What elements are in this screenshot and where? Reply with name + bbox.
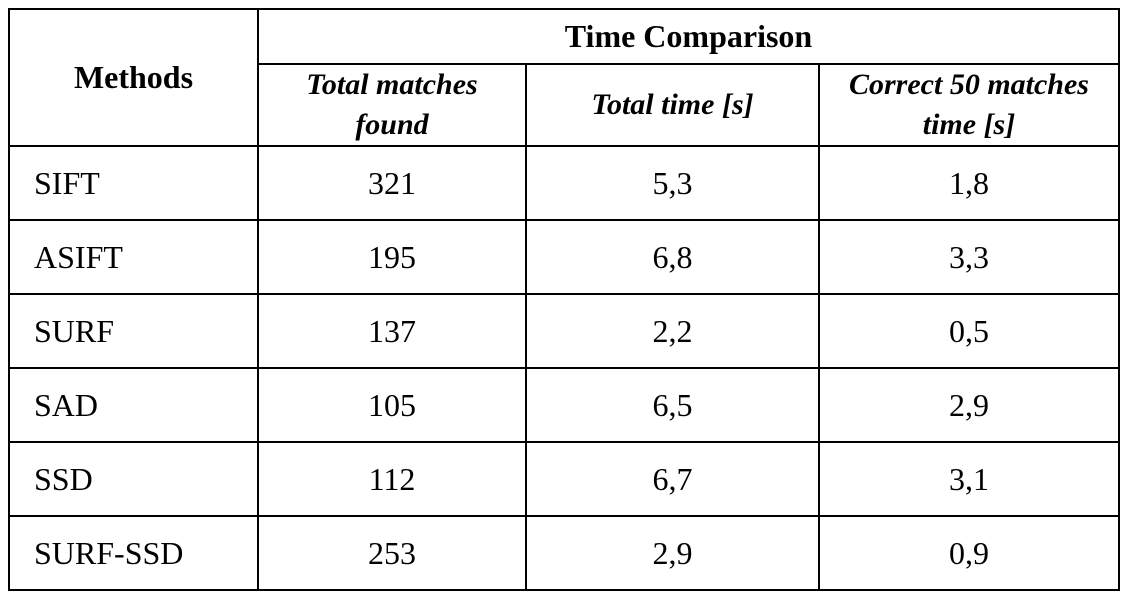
table-body: SIFT 321 5,3 1,8 ASIFT 195 6,8 3,3 SURF 137 2,2 0,5… bbox=[8, 145, 1120, 591]
cell-value: 2,2 bbox=[525, 293, 820, 369]
table-row: SAD 105 6,5 2,9 bbox=[8, 367, 1120, 443]
table-row: SIFT 321 5,3 1,8 bbox=[8, 145, 1120, 221]
table-row: ASIFT 195 6,8 3,3 bbox=[8, 219, 1120, 295]
cell-value: 112 bbox=[257, 441, 527, 517]
comparison-table: Methods Time Comparison Total matches fo… bbox=[8, 8, 1120, 591]
table-row: SURF 137 2,2 0,5 bbox=[8, 293, 1120, 369]
cell-value: 2,9 bbox=[818, 367, 1120, 443]
cell-value: 5,3 bbox=[525, 145, 820, 221]
method-name: SSD bbox=[8, 441, 259, 517]
method-name: SAD bbox=[8, 367, 259, 443]
method-name: SURF bbox=[8, 293, 259, 369]
cell-value: 6,7 bbox=[525, 441, 820, 517]
method-name: ASIFT bbox=[8, 219, 259, 295]
group-header: Time Comparison bbox=[257, 8, 1120, 65]
cell-value: 137 bbox=[257, 293, 527, 369]
cell-value: 321 bbox=[257, 145, 527, 221]
cell-value: 2,9 bbox=[525, 515, 820, 591]
column-header-text: Total matches found bbox=[306, 68, 478, 141]
cell-value: 195 bbox=[257, 219, 527, 295]
methods-header: Methods bbox=[8, 8, 259, 147]
cell-value: 3,3 bbox=[818, 219, 1120, 295]
cell-value: 6,8 bbox=[525, 219, 820, 295]
column-header: Correct 50 matches time [s] bbox=[818, 63, 1120, 147]
table-row: SURF-SSD 253 2,9 0,9 bbox=[8, 515, 1120, 591]
column-header: Total time [s] bbox=[525, 63, 820, 147]
cell-value: 6,5 bbox=[525, 367, 820, 443]
method-name: SURF-SSD bbox=[8, 515, 259, 591]
cell-value: 0,9 bbox=[818, 515, 1120, 591]
cell-value: 105 bbox=[257, 367, 527, 443]
column-header-text: Total time [s] bbox=[591, 88, 754, 121]
cell-value: 3,1 bbox=[818, 441, 1120, 517]
column-header: Total matches found bbox=[257, 63, 527, 147]
table-row: SSD 112 6,7 3,1 bbox=[8, 441, 1120, 517]
method-name: SIFT bbox=[8, 145, 259, 221]
cell-value: 253 bbox=[257, 515, 527, 591]
cell-value: 1,8 bbox=[818, 145, 1120, 221]
cell-value: 0,5 bbox=[818, 293, 1120, 369]
column-header-text: Correct 50 matches time [s] bbox=[849, 68, 1089, 141]
